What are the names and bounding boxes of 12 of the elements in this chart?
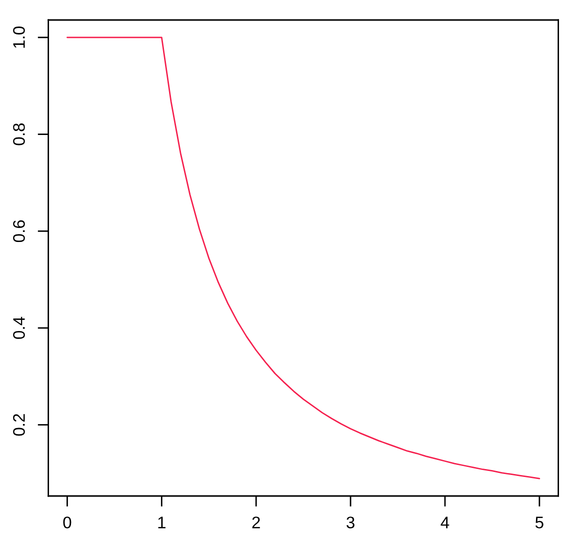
- x-tick-label: 4: [440, 516, 450, 528]
- y-tick-label: 0.8: [13, 123, 25, 146]
- line-series: [66, 36, 540, 480]
- x-tick-label: 1: [158, 516, 166, 528]
- y-tick-label: 1.0: [13, 26, 25, 48]
- y-tick-label: 0.4: [13, 316, 25, 339]
- x-tick-label: 3: [346, 516, 354, 528]
- y-tick-label: 0.6: [13, 220, 25, 242]
- x-tick-label: 0: [63, 516, 72, 528]
- x-tick-label: 2: [252, 516, 260, 528]
- y-tick-label: 0.2: [13, 414, 25, 436]
- x-tick-label: 5: [535, 516, 544, 528]
